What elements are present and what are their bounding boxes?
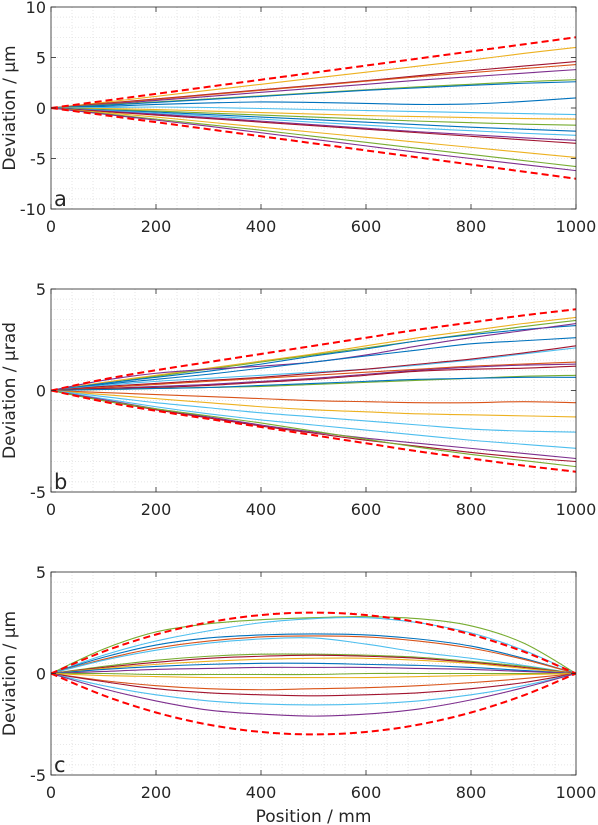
y-axis-title: Deviation / µm bbox=[0, 45, 20, 170]
series-line-10 bbox=[51, 365, 576, 392]
series-line-9 bbox=[51, 363, 576, 392]
y-tick-label: -10 bbox=[20, 200, 46, 219]
x-tick-label: 400 bbox=[246, 217, 277, 236]
x-tick-label: 0 bbox=[46, 783, 56, 802]
y-axis-title: Deviation / µrad bbox=[0, 322, 20, 459]
x-tick-label: 600 bbox=[351, 217, 382, 236]
series-line-7 bbox=[51, 654, 576, 675]
x-tick-label: 600 bbox=[351, 783, 382, 802]
series-line-4 bbox=[51, 635, 576, 675]
series-line-18 bbox=[51, 389, 576, 463]
series-line-16 bbox=[51, 107, 576, 168]
series-line-10 bbox=[51, 107, 576, 126]
series-line-6 bbox=[51, 347, 576, 392]
series-line-15 bbox=[51, 389, 576, 433]
y-tick-label: 0 bbox=[36, 99, 46, 118]
series-line-8 bbox=[51, 657, 576, 675]
series-line-3 bbox=[51, 324, 576, 392]
plot-area bbox=[51, 611, 576, 736]
panel-a: 0 200 400 600 800 1000 -10 -5 0 5 10 Deviation / µm… bbox=[0, 0, 596, 236]
envelope-lower-line bbox=[51, 107, 576, 180]
panel-letter: b bbox=[54, 470, 67, 494]
series-line-15 bbox=[51, 107, 576, 159]
series-line-11 bbox=[51, 107, 576, 132]
minor-grid bbox=[51, 7, 576, 209]
series-line-14 bbox=[51, 107, 576, 144]
x-tick-label: 0 bbox=[46, 500, 56, 519]
series-line-3 bbox=[51, 633, 576, 675]
series-line-15 bbox=[51, 672, 576, 706]
x-tick-label: 200 bbox=[141, 500, 172, 519]
x-tick-label: 400 bbox=[246, 500, 277, 519]
series-line-14 bbox=[51, 672, 576, 697]
y-tick-label: 0 bbox=[36, 382, 46, 401]
panel-letter: a bbox=[54, 187, 67, 211]
series-line-10 bbox=[51, 666, 576, 675]
series-line-6 bbox=[51, 81, 576, 109]
series-line-19 bbox=[51, 389, 576, 468]
plot-area bbox=[51, 308, 576, 473]
series-line-7 bbox=[51, 97, 576, 109]
x-tick-label: 1000 bbox=[556, 500, 597, 519]
minor-grid bbox=[51, 289, 576, 492]
panel-letter: c bbox=[54, 753, 66, 777]
series-line-16 bbox=[51, 389, 576, 449]
series-line-14 bbox=[51, 389, 576, 418]
x-tick-label: 1000 bbox=[556, 783, 597, 802]
series-line-12 bbox=[51, 107, 576, 136]
series-line-2 bbox=[51, 319, 576, 392]
x-tick-label: 800 bbox=[456, 783, 487, 802]
x-tick-label: 800 bbox=[456, 500, 487, 519]
series-line-13 bbox=[51, 389, 576, 404]
envelope-upper-line bbox=[51, 308, 576, 392]
y-axis-title: Deviation / µm bbox=[0, 611, 20, 736]
y-tick-label: 5 bbox=[36, 280, 46, 299]
x-tick-label: 600 bbox=[351, 500, 382, 519]
series-line-12 bbox=[51, 672, 576, 679]
y-tick-label: -5 bbox=[30, 150, 46, 169]
series-line-1 bbox=[51, 616, 576, 674]
y-tick-label: 10 bbox=[26, 0, 46, 17]
series-line-9 bbox=[51, 662, 576, 675]
plot-area bbox=[51, 36, 576, 180]
y-tick-label: 5 bbox=[36, 563, 46, 582]
series-line-1 bbox=[51, 316, 576, 392]
series-line-13 bbox=[51, 107, 576, 141]
series-line-8 bbox=[51, 106, 576, 116]
x-tick-label: 0 bbox=[46, 217, 56, 236]
series-line-16 bbox=[51, 672, 576, 717]
x-tick-label: 1000 bbox=[556, 217, 597, 236]
series-line-6 bbox=[51, 653, 576, 675]
x-tick-label: 200 bbox=[141, 783, 172, 802]
series-line-13 bbox=[51, 672, 576, 691]
series-line-7 bbox=[51, 345, 576, 392]
x-axis-title: Position / mm bbox=[256, 807, 372, 825]
series-line-12 bbox=[51, 376, 576, 392]
x-tick-label: 200 bbox=[141, 217, 172, 236]
series-line-3 bbox=[51, 64, 576, 109]
x-tick-label: 800 bbox=[456, 217, 487, 236]
y-tick-label: 0 bbox=[36, 665, 46, 684]
series-line-4 bbox=[51, 69, 576, 109]
series-line-1 bbox=[51, 46, 576, 109]
series-line-5 bbox=[51, 637, 576, 675]
series-line-11 bbox=[51, 672, 576, 676]
x-tick-label: 400 bbox=[246, 783, 277, 802]
series-line-17 bbox=[51, 107, 576, 172]
envelope-upper-line bbox=[51, 36, 576, 109]
y-tick-label: -5 bbox=[30, 766, 46, 785]
envelope-lower-line bbox=[51, 389, 576, 473]
series-line-2 bbox=[51, 616, 576, 675]
y-tick-label: 5 bbox=[36, 49, 46, 68]
series-line-9 bbox=[51, 107, 576, 120]
series-line-8 bbox=[51, 361, 576, 392]
y-tick-label: -5 bbox=[30, 483, 46, 502]
series-line-5 bbox=[51, 337, 576, 392]
